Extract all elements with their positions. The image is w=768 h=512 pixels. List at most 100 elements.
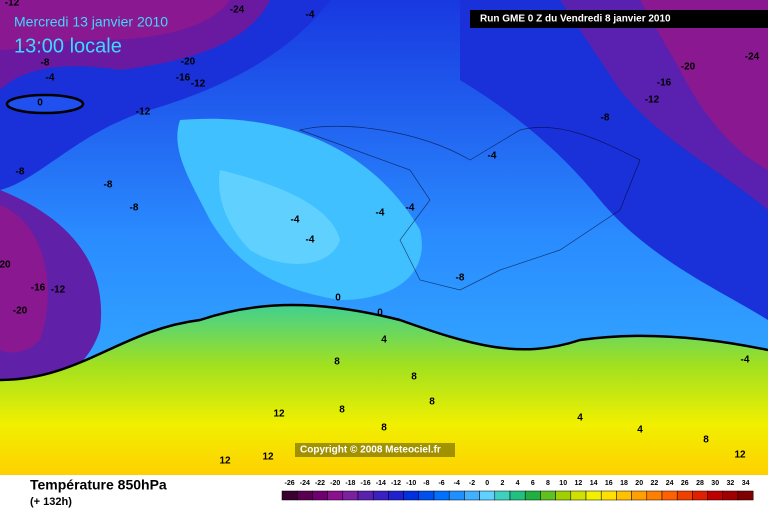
contour-label: -8 (456, 273, 465, 284)
scale-swatch (570, 490, 587, 501)
scale-swatch (342, 490, 359, 501)
scale-swatch (616, 490, 632, 501)
contour-label: -16 (176, 73, 191, 84)
contour-label: -12 (191, 79, 206, 90)
contour-label: -8 (601, 113, 610, 124)
scale-swatch (479, 490, 496, 501)
run-info: Run GME 0 Z du Vendredi 8 janvier 2010 (480, 14, 671, 25)
scale-swatch (464, 490, 480, 501)
scale-swatch (388, 490, 404, 501)
scale-label: 8 (546, 480, 550, 487)
contour-label: -8 (41, 58, 50, 69)
contour-label: -20 (181, 57, 196, 68)
contour-label: -12 (5, 0, 20, 9)
scale-swatch (403, 490, 420, 501)
contour-label: -8 (16, 167, 25, 178)
scale-label: 10 (559, 480, 567, 487)
contour-label: -16 (31, 283, 46, 294)
scale-swatch (722, 490, 739, 501)
contour-label: 12 (262, 452, 274, 463)
contour-label: 0 (37, 98, 43, 109)
copyright: Copyright © 2008 Meteociel.fr (300, 445, 441, 456)
scale-label: -18 (345, 480, 355, 487)
contour-label: 8 (339, 405, 345, 416)
scale-swatch (585, 490, 602, 501)
scale-swatch (676, 490, 693, 501)
scale-swatch (418, 490, 435, 501)
contour-label: 8 (411, 372, 417, 383)
contour-labels: -12-24 -4-8-40-20-16-12-12-8-8-820-16 -12-… (0, 0, 760, 467)
contour-label: -4 (46, 73, 55, 84)
contour-label: -4 (306, 10, 315, 21)
scale-swatch (372, 490, 389, 501)
scale-label: 2 (500, 480, 504, 487)
contour-label: -12 (136, 107, 151, 118)
scale-label: -22 (315, 480, 325, 487)
scale-swatch (296, 490, 313, 501)
scale-swatch (433, 490, 450, 501)
scale-swatch (312, 490, 328, 501)
contour-label: -4 (376, 208, 385, 219)
scale-label: 6 (531, 480, 535, 487)
contour-label: 4 (577, 413, 583, 424)
scale-label: 28 (696, 480, 704, 487)
color-scale: -26 -24 -22 -20 -18 -16 -14 -12 -10 -8 -6 -4 -2 0 2 4 6 8… (281, 480, 754, 501)
scale-swatch (540, 490, 556, 501)
scale-swatch (737, 490, 754, 501)
contour-label: -12 (645, 95, 660, 106)
scale-label: -20 (330, 480, 340, 487)
contour-label: 4 (637, 425, 643, 436)
contour-label: 8 (381, 423, 387, 434)
scale-swatch (327, 490, 344, 501)
scale-label: -24 (300, 480, 310, 487)
scale-swatch (357, 490, 374, 501)
contour-label: 8 (703, 435, 709, 446)
contour-label: 0 (335, 293, 341, 304)
date-title: Mercredi 13 janvier 2010 (14, 14, 168, 30)
scale-swatch (692, 490, 708, 501)
contour-label: -8 (130, 203, 139, 214)
contour-label: 8 (334, 357, 340, 368)
time-title: 13:00 locale (14, 35, 122, 57)
contour-label: -16 (657, 78, 672, 89)
contour-label: 8 (429, 397, 435, 408)
scale-swatch (661, 490, 678, 501)
scale-label: 18 (620, 480, 628, 487)
scale-label: 30 (711, 480, 719, 487)
scale-label: -16 (361, 480, 371, 487)
contour-label: 4 (381, 335, 387, 346)
contour-label: -20 (681, 62, 696, 73)
contour-label: -4 (306, 235, 315, 246)
scale-label: 22 (651, 480, 659, 487)
scale-label: 24 (666, 480, 674, 487)
field-title: Température 850hPa (30, 477, 167, 493)
scale-label: -6 (438, 480, 444, 487)
scale-label: 26 (681, 480, 689, 487)
scale-label: 34 (742, 480, 750, 487)
scale-swatch (555, 490, 572, 501)
scale-swatch (646, 490, 663, 501)
scale-swatch (600, 490, 617, 501)
contour-label: -12 (51, 285, 66, 296)
contour-label: 12 (219, 456, 231, 467)
contour-label: 0 (377, 308, 383, 319)
scale-swatch (524, 490, 541, 501)
scale-swatch (494, 490, 511, 501)
scale-label: 16 (605, 480, 613, 487)
map-background (0, 0, 768, 475)
scale-label: -4 (454, 480, 460, 487)
lead-time: (+ 132h) (30, 496, 72, 508)
scale-label: 0 (485, 480, 489, 487)
scale-swatch (631, 490, 648, 501)
scale-label: -26 (285, 480, 295, 487)
scale-label: -14 (376, 480, 386, 487)
scale-label: 20 (635, 480, 643, 487)
contour-label: -4 (291, 215, 300, 226)
contour-label: -4 (741, 355, 750, 366)
scale-label: 12 (575, 480, 583, 487)
scale-label: -2 (469, 480, 475, 487)
contour-label: 20 (0, 260, 11, 271)
contour-label: 12 (273, 409, 285, 420)
scale-label: -10 (406, 480, 416, 487)
